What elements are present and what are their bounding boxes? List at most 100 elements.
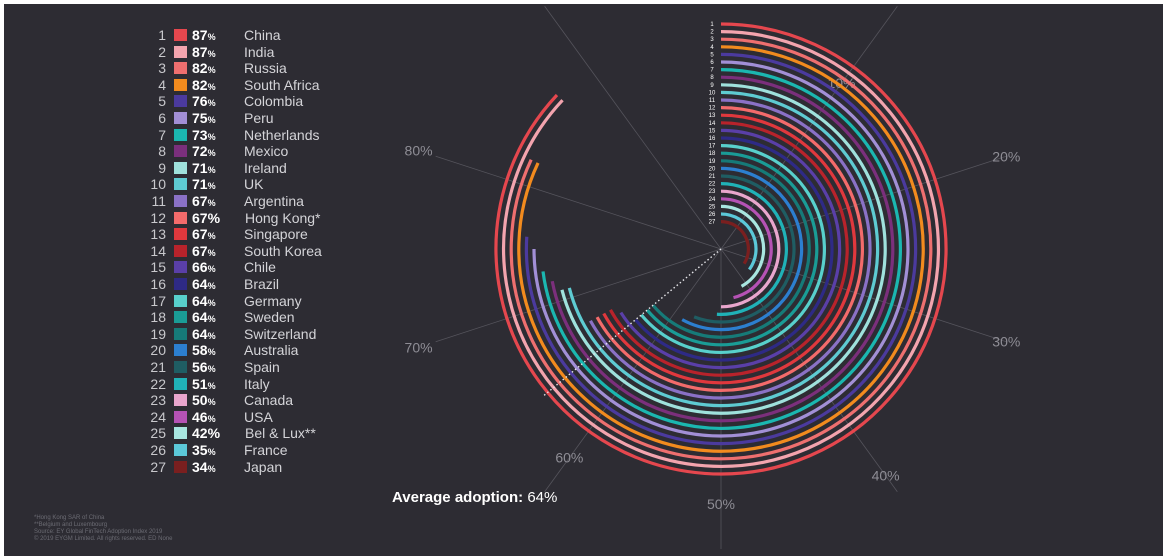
legend-rank: 25: [150, 425, 166, 442]
arc-bel-lux: [720, 204, 766, 288]
legend-percentage: 64%: [192, 293, 216, 311]
legend-country: Canada: [244, 392, 294, 409]
legend-percentage-value: 82: [192, 60, 208, 77]
arc-rank-label: 4: [710, 45, 714, 51]
legend-swatch: [174, 95, 187, 108]
footnote-source: Source: EY Global FinTech Adoption Index…: [34, 529, 163, 535]
country-legend: 1 87% China 2 87% India 3 82% Russia 4 82% South Af…: [4, 4, 404, 484]
legend-country: Switzerland: [244, 325, 317, 342]
legend-percent-sign: %: [207, 314, 216, 325]
legend-percentage-value: 67%: [192, 209, 221, 226]
legend-rank: 24: [150, 408, 166, 425]
legend-percentage: 64%: [192, 276, 216, 294]
legend-percent-sign: %: [207, 98, 216, 109]
legend-percent-sign: %: [207, 281, 216, 291]
legend-percent-sign: %: [207, 32, 216, 42]
legend-country: Singapore: [244, 226, 308, 243]
legend-percentage: 64%: [192, 326, 216, 344]
scale-label: 80%: [405, 143, 433, 159]
arc-canada: [720, 189, 781, 309]
legend-swatch: [174, 29, 187, 41]
legend-percentage-value: 51: [192, 375, 208, 392]
legend-percentage: 72%: [192, 143, 216, 161]
legend-percentage: 35%: [192, 442, 216, 460]
arc-netherlands: [541, 68, 902, 430]
arc-rank-label: 8: [710, 75, 714, 81]
legend-percentage-value: 34: [192, 458, 208, 475]
legend-rank: 4: [158, 76, 166, 93]
arc-south-africa: [517, 45, 925, 453]
arc-italy: [716, 182, 788, 316]
scale-label: 20%: [992, 148, 1020, 164]
legend-swatch: [174, 394, 187, 407]
arc-rank-label: 12: [709, 106, 716, 112]
legend-percent-sign: %: [207, 164, 216, 175]
legend-percentage-value: 76: [192, 93, 208, 110]
arc-rank-label: 25: [709, 204, 716, 210]
legend-percentage: 71%: [192, 160, 216, 178]
legend-percentage-value: 64: [192, 292, 208, 309]
legend-swatch: [174, 178, 187, 191]
legend-percent-sign: %: [207, 247, 216, 258]
legend-percent-sign: %: [207, 347, 216, 358]
legend-percentage: 34%: [192, 459, 216, 477]
legend-percentage: 67%: [192, 243, 216, 261]
legend-percentage-value: 67: [192, 242, 208, 259]
legend-country: India: [244, 43, 275, 60]
legend-percent-sign: %: [207, 330, 216, 341]
arc-mexico: [550, 75, 895, 423]
gridline-spoke: [435, 248, 722, 343]
legend-country: South Korea: [244, 242, 322, 259]
legend-rank: 3: [158, 60, 166, 77]
legend-country: Italy: [244, 375, 270, 392]
arc-brazil: [634, 136, 834, 362]
average-adoption-value: 64%: [527, 489, 558, 506]
chart-plot: 10%20%30%40%50%60%70%80%1234567891011121…: [405, 6, 1020, 549]
legend-percentage-value: 50: [192, 392, 208, 409]
legend-percentage: 67%: [192, 193, 216, 211]
scale-label: 60%: [555, 450, 583, 466]
legend-percent-sign: %: [207, 264, 216, 275]
legend-percentage-value: 42%: [192, 425, 221, 442]
legend-percentage: 82%: [192, 77, 216, 95]
scale-label: 70%: [405, 339, 433, 355]
legend-percentage-value: 82: [192, 76, 208, 93]
legend-rank: 17: [150, 292, 166, 309]
legend-rank: 12: [150, 209, 166, 226]
arc-rank-label: 22: [709, 182, 716, 188]
legend-percent-sign: %: [207, 297, 216, 308]
legend-percent-sign: %: [207, 181, 216, 192]
arc-hong-kong: [595, 106, 864, 392]
scale-label: 50%: [707, 496, 735, 512]
legend-swatch: [174, 112, 187, 124]
legend-swatch: [174, 128, 187, 141]
arc-rank-label: 7: [710, 68, 714, 74]
legend-percentage: 66%: [192, 259, 216, 277]
legend-percentage-value: 71: [192, 159, 208, 176]
legend-percentage-value: 87: [192, 43, 208, 60]
legend-swatch: [174, 228, 187, 241]
arc-colombia: [524, 52, 918, 446]
legend-percent-sign: %: [207, 81, 216, 92]
arc-uk: [567, 90, 880, 408]
arc-rank-label: 14: [709, 121, 716, 127]
legend-percentage-value: 64: [192, 325, 208, 342]
legend-country: China: [244, 27, 281, 43]
scale-label: 40%: [872, 468, 900, 484]
legend-percent-sign: %: [207, 198, 216, 208]
legend-rank: 6: [158, 110, 166, 126]
legend-rank: 2: [158, 43, 166, 60]
legend-percent-sign: %: [207, 380, 216, 391]
footnote-copyright: © 2019 EYGM Limited. All rights reserved…: [34, 536, 173, 542]
arc-ireland: [560, 83, 887, 415]
legend-rank: 15: [150, 259, 166, 276]
arc-china: [494, 22, 948, 476]
legend-country: UK: [244, 176, 264, 193]
legend-percentage: 75%: [192, 110, 216, 128]
average-adoption-title: Average adoption:: [392, 489, 524, 506]
legend-percent-sign: %: [207, 447, 216, 457]
legend-percentage: 56%: [192, 359, 216, 377]
legend-rank: 10: [150, 176, 166, 193]
legend-percent-sign: %: [207, 463, 216, 474]
arc-india: [502, 30, 940, 468]
